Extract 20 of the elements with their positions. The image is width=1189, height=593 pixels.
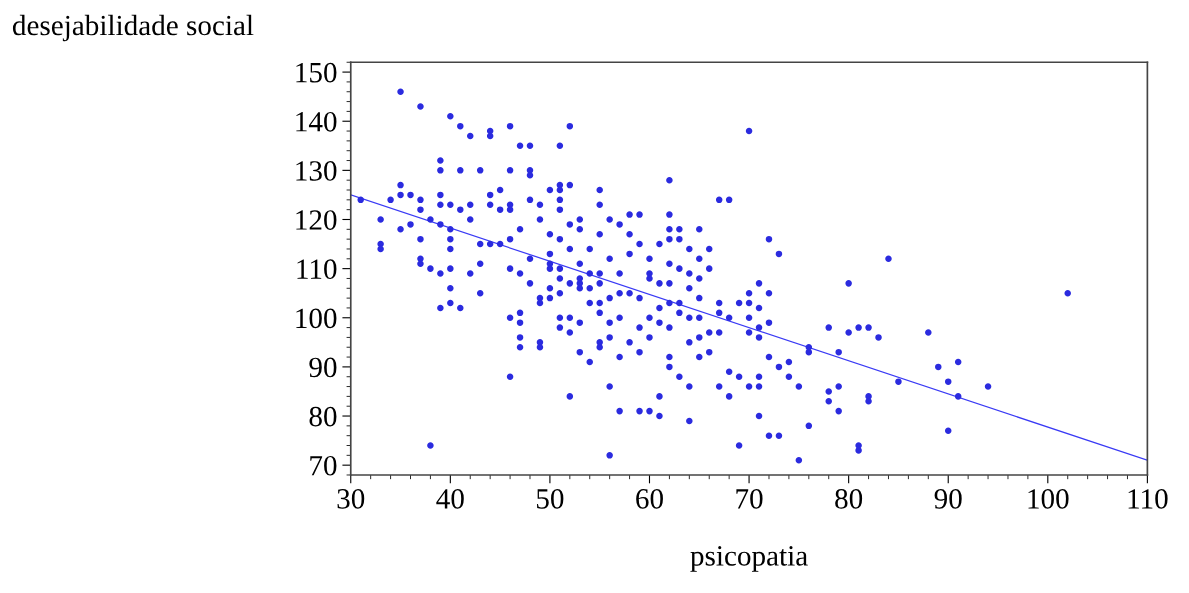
y-tick-label: 150 <box>296 62 337 83</box>
y-tick-label: 80 <box>309 406 337 427</box>
x-tick-label: 30 <box>337 489 365 509</box>
y-tick-label: 100 <box>296 308 337 329</box>
x-tick-label: 70 <box>736 489 763 509</box>
y-axis-title: desejabilidade social <box>12 14 254 42</box>
x-axis-title: psicopatia <box>690 546 808 572</box>
y-tick-label: 110 <box>297 259 337 280</box>
y-tick-label: 90 <box>309 357 337 378</box>
y-tick-label: 120 <box>296 210 337 230</box>
x-tick-label: 40 <box>436 489 464 509</box>
x-tick-label: 100 <box>1028 489 1069 509</box>
x-tick-label: 50 <box>537 489 564 509</box>
x-tick-label: 90 <box>934 489 962 509</box>
x-tick-label: 110 <box>1128 489 1168 509</box>
x-tick-label: 80 <box>835 489 863 509</box>
y-tick-label: 140 <box>296 111 337 132</box>
y-tick-label: 130 <box>296 161 337 181</box>
y-tick-label: 70 <box>310 455 337 476</box>
x-tick-label: 60 <box>636 489 663 509</box>
